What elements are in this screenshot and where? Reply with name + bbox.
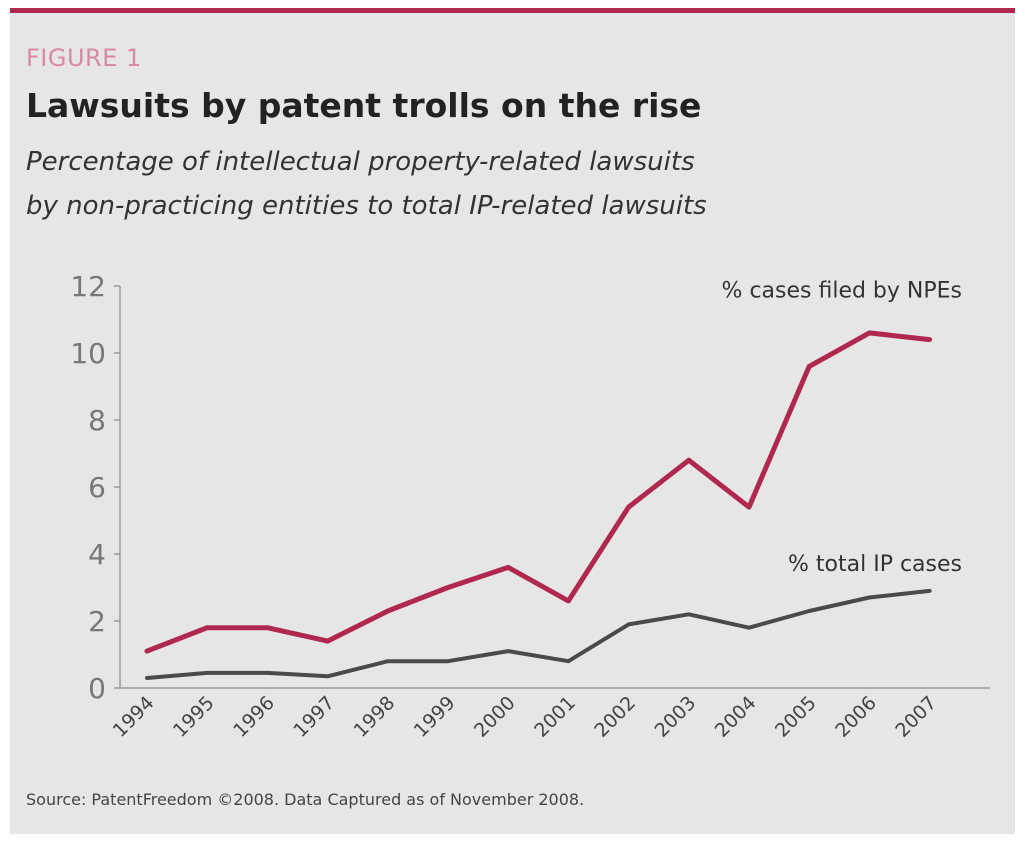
npe-series-line [144,330,933,654]
x-tick-label: 1997 [289,692,339,742]
figure-label: FIGURE 1 [26,44,142,72]
x-axis: 1994 1995 1996 1997 1998 1999 2000 2001 2002 2003… [109,687,990,742]
subtitle-line-2: by non-practicing entities to total IP-r… [26,191,707,221]
x-tick-label: 1995 [169,692,219,742]
y-tick-label: 4 [88,538,106,571]
source-note: Source: PatentFreedom ©2008. Data Captur… [26,790,585,809]
y-tick-label: 8 [88,404,106,437]
series-labels: % cases filed by NPEs % total IP cases [722,279,962,577]
x-tick-label: 1998 [350,692,400,742]
y-tick-label: 10 [70,337,106,370]
x-tick-label: 2003 [651,692,701,742]
x-tick-label: 1996 [229,692,279,742]
x-tick-label: 1999 [410,692,460,742]
x-tick-label: 2000 [470,692,520,742]
chart-title: Lawsuits by patent trolls on the rise [26,86,702,125]
x-tick-label: 2002 [590,692,640,742]
subtitle-line-1: Percentage of intellectual property-rela… [26,147,695,177]
x-tick-label: 2005 [771,692,821,742]
x-tick-label: 2001 [530,692,580,742]
x-tick-label: 1994 [109,692,159,742]
npe-series-label: % cases filed by NPEs [722,279,962,304]
y-tick-label: 2 [88,605,106,638]
x-tick-label: 2004 [711,692,761,742]
x-tick-label: 2006 [831,692,881,742]
y-axis: 0 2 4 6 8 10 12 [70,270,121,705]
y-tick-label: 12 [70,270,106,303]
series-lines [144,330,933,680]
total-ip-series-line [145,588,932,680]
figure-panel [10,8,1015,834]
y-tick-label: 6 [88,471,106,504]
chart-subtitle: Percentage of intellectual property-rela… [26,140,926,228]
y-tick-label: 0 [88,672,106,705]
x-tick-label: 2007 [891,692,941,742]
total-ip-series-label: % total IP cases [788,552,962,577]
